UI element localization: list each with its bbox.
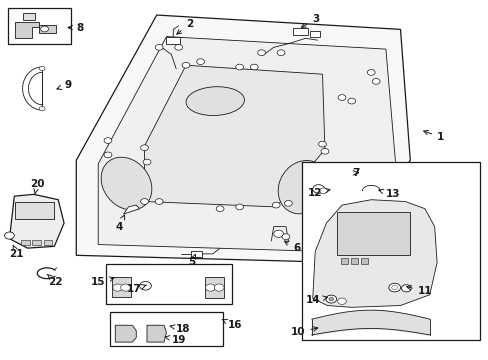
Circle shape xyxy=(388,283,400,292)
Text: 1: 1 xyxy=(423,130,444,142)
Bar xyxy=(21,240,30,244)
Bar xyxy=(112,277,131,297)
Circle shape xyxy=(39,66,45,71)
Text: 2: 2 xyxy=(177,19,193,34)
Circle shape xyxy=(174,44,182,50)
Circle shape xyxy=(272,202,280,208)
Circle shape xyxy=(312,185,324,193)
Circle shape xyxy=(284,201,292,206)
Bar xyxy=(190,251,201,257)
Circle shape xyxy=(214,284,224,291)
Text: 3: 3 xyxy=(301,14,319,27)
Circle shape xyxy=(337,95,345,100)
Circle shape xyxy=(325,295,336,303)
Polygon shape xyxy=(98,37,395,252)
Text: 13: 13 xyxy=(378,189,400,199)
Bar xyxy=(8,8,71,44)
Text: 7: 7 xyxy=(351,168,358,178)
Circle shape xyxy=(319,188,327,194)
Circle shape xyxy=(121,284,130,291)
Text: 15: 15 xyxy=(91,277,114,287)
Bar xyxy=(340,258,347,264)
Bar xyxy=(204,277,224,298)
Circle shape xyxy=(321,148,328,154)
Circle shape xyxy=(196,59,204,64)
Circle shape xyxy=(235,64,243,70)
Polygon shape xyxy=(76,15,409,262)
Text: 21: 21 xyxy=(9,246,24,258)
Bar xyxy=(43,240,52,244)
Bar xyxy=(15,202,54,220)
Bar xyxy=(110,312,222,346)
Text: 14: 14 xyxy=(305,295,327,305)
Text: 6: 6 xyxy=(284,241,300,253)
Bar xyxy=(39,25,56,33)
Text: 11: 11 xyxy=(406,285,431,296)
Circle shape xyxy=(277,50,285,55)
Circle shape xyxy=(155,44,163,50)
Circle shape xyxy=(282,234,289,239)
Text: 8: 8 xyxy=(68,23,83,33)
Circle shape xyxy=(205,284,215,291)
Text: 17: 17 xyxy=(126,284,146,294)
Circle shape xyxy=(143,159,151,165)
Circle shape xyxy=(4,232,14,239)
Text: 5: 5 xyxy=(188,255,195,267)
Circle shape xyxy=(235,204,243,210)
Circle shape xyxy=(366,69,374,75)
Circle shape xyxy=(104,152,112,158)
Ellipse shape xyxy=(185,87,244,116)
Circle shape xyxy=(328,297,333,301)
Bar xyxy=(302,162,479,339)
Circle shape xyxy=(182,62,189,68)
Bar xyxy=(360,258,367,264)
Text: 4: 4 xyxy=(115,215,124,231)
Polygon shape xyxy=(312,200,436,307)
Polygon shape xyxy=(10,194,64,248)
Bar xyxy=(293,28,307,35)
Circle shape xyxy=(104,138,112,143)
Circle shape xyxy=(401,285,410,292)
Text: 9: 9 xyxy=(57,80,71,90)
Polygon shape xyxy=(147,325,166,342)
Polygon shape xyxy=(144,65,325,207)
Bar xyxy=(105,264,232,304)
Text: 20: 20 xyxy=(30,179,44,194)
Circle shape xyxy=(140,282,151,290)
Circle shape xyxy=(141,199,148,204)
Circle shape xyxy=(318,141,326,147)
Bar xyxy=(310,31,320,37)
Text: 22: 22 xyxy=(47,274,63,287)
Circle shape xyxy=(216,206,224,212)
Text: 10: 10 xyxy=(290,327,317,337)
Circle shape xyxy=(113,284,122,291)
Circle shape xyxy=(141,145,148,150)
Circle shape xyxy=(155,199,163,204)
Bar xyxy=(336,212,409,255)
Ellipse shape xyxy=(278,161,327,214)
Bar xyxy=(350,258,357,264)
Circle shape xyxy=(371,78,379,84)
Bar xyxy=(32,240,41,244)
Circle shape xyxy=(347,98,355,104)
Circle shape xyxy=(391,285,397,290)
Circle shape xyxy=(337,298,346,305)
Circle shape xyxy=(257,50,265,55)
Circle shape xyxy=(41,26,48,32)
Polygon shape xyxy=(123,205,140,214)
Text: 18: 18 xyxy=(170,324,190,334)
Text: 16: 16 xyxy=(222,319,242,330)
Bar xyxy=(22,13,35,21)
Bar xyxy=(166,37,180,44)
Text: 19: 19 xyxy=(165,334,185,345)
Circle shape xyxy=(39,107,45,111)
Polygon shape xyxy=(15,22,39,39)
Polygon shape xyxy=(115,325,136,342)
Circle shape xyxy=(250,64,258,70)
Ellipse shape xyxy=(101,157,152,210)
Text: 12: 12 xyxy=(307,188,329,198)
Circle shape xyxy=(273,230,283,237)
